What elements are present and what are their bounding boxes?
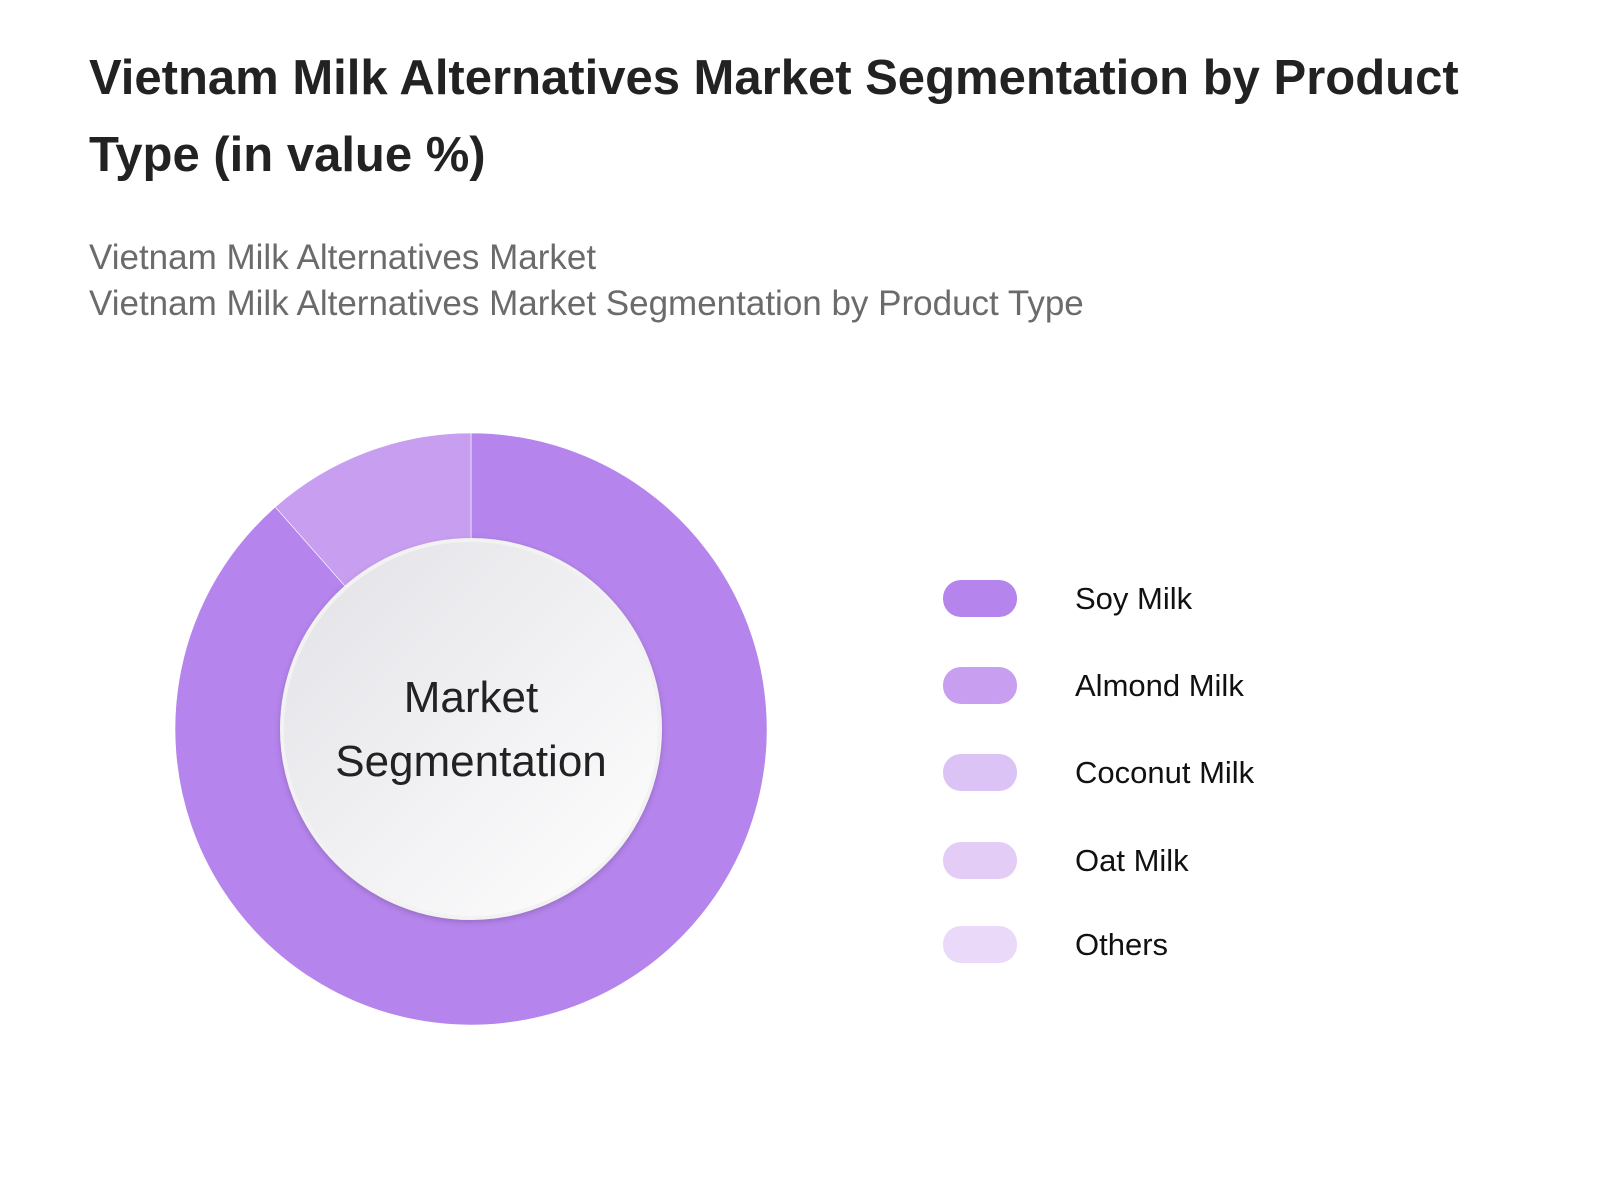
legend-label: Coconut Milk — [1075, 755, 1255, 790]
legend-swatch — [943, 580, 1017, 617]
subtitle-market: Vietnam Milk Alternatives Market — [89, 238, 597, 277]
legend-label: Oat Milk — [1075, 843, 1189, 878]
legend-label: Soy Milk — [1075, 581, 1193, 616]
legend-label: Others — [1075, 927, 1169, 962]
center-label-line1: Market — [403, 673, 539, 722]
legend-swatch — [943, 926, 1017, 963]
chart-title: Vietnam Milk Alternatives Market Segment… — [89, 51, 1459, 182]
legend-swatch — [943, 667, 1017, 704]
donut-center — [280, 538, 662, 920]
legend-label: Almond Milk — [1075, 668, 1244, 703]
center-label-line2: Segmentation — [335, 737, 607, 786]
legend-swatch — [943, 754, 1017, 791]
legend-swatch — [943, 842, 1017, 879]
subtitle-segmentation: Vietnam Milk Alternatives Market Segment… — [89, 284, 1084, 323]
